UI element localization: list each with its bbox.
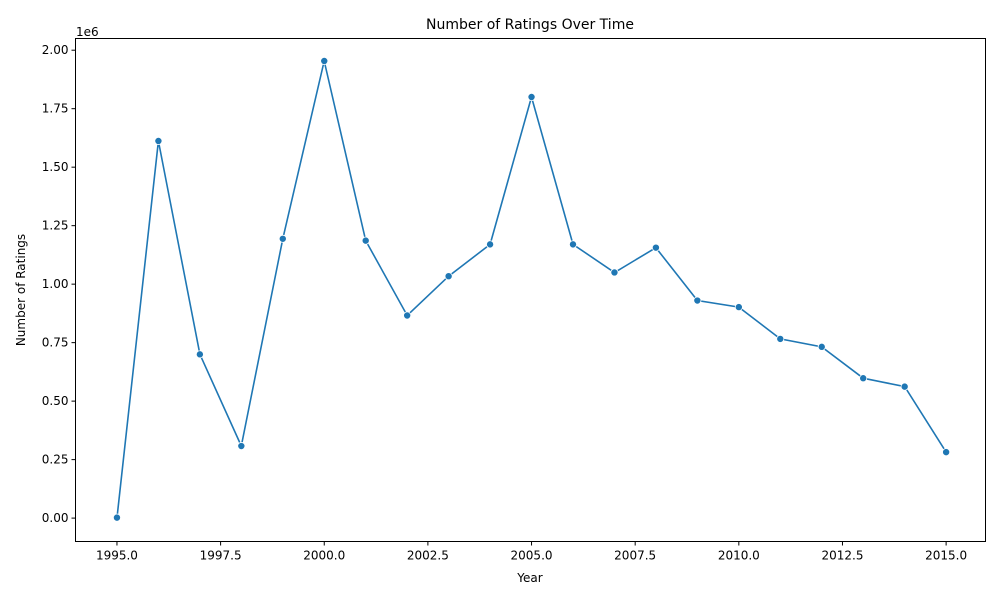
x-tick-label: 2000.0 [303,549,345,563]
y-tick-label: 0.50 [42,394,69,408]
y-axis: 0.00 0.25 0.50 0.75 1.00 1.25 1.50 1.75 2.00 [42,43,76,525]
y-tick-label: 1.75 [42,102,69,116]
x-tick-label: 1995.0 [96,549,138,563]
x-tick-label: 2007.5 [614,549,656,563]
data-point [154,136,163,145]
x-axis: 1995.0 1997.5 2000.0 2002.5 2005.0 2007.5 2010… [96,541,967,563]
y-tick-label: 1.25 [42,219,69,233]
data-point [444,272,453,281]
data-point [651,243,660,252]
y-offset-text: 1e6 [76,25,99,39]
data-point [776,334,785,343]
chart-title: Number of Ratings Over Time [426,17,634,33]
data-point [734,303,743,312]
data-point [278,234,287,243]
data-point [403,311,412,320]
y-tick-label: 1.00 [42,277,69,291]
data-point [610,268,619,277]
x-tick-label: 2002.5 [407,549,449,563]
data-points [112,56,951,522]
x-axis-label: Year [516,571,542,585]
x-tick-label: 1997.5 [200,549,242,563]
plot-area [75,38,986,542]
data-point [942,448,951,457]
data-point [237,442,246,451]
y-tick-label: 0.00 [42,511,69,525]
data-point [859,374,868,383]
data-point [693,296,702,305]
data-point [361,236,370,245]
data-point [568,240,577,249]
y-tick-label: 2.00 [42,43,69,57]
data-point [112,513,121,522]
data-point [486,240,495,249]
x-tick-label: 2010.0 [718,549,760,563]
data-point [817,342,826,351]
y-axis-label: Number of Ratings [14,234,28,346]
data-point [900,382,909,391]
data-point [320,56,329,65]
y-tick-label: 0.75 [42,336,69,350]
data-point [195,350,204,359]
x-tick-label: 2005.0 [511,549,553,563]
y-tick-label: 0.25 [42,453,69,467]
y-tick-label: 1.50 [42,160,69,174]
data-point [527,92,536,101]
x-tick-label: 2015.0 [925,549,967,563]
x-tick-label: 2012.5 [821,549,863,563]
